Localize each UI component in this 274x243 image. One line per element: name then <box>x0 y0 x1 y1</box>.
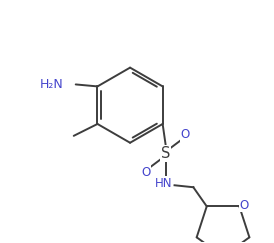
Text: HN: HN <box>155 177 172 190</box>
Text: O: O <box>240 199 249 212</box>
Text: O: O <box>181 128 190 141</box>
Text: S: S <box>161 146 170 161</box>
Text: H₂N: H₂N <box>40 78 64 91</box>
Text: O: O <box>141 166 150 179</box>
